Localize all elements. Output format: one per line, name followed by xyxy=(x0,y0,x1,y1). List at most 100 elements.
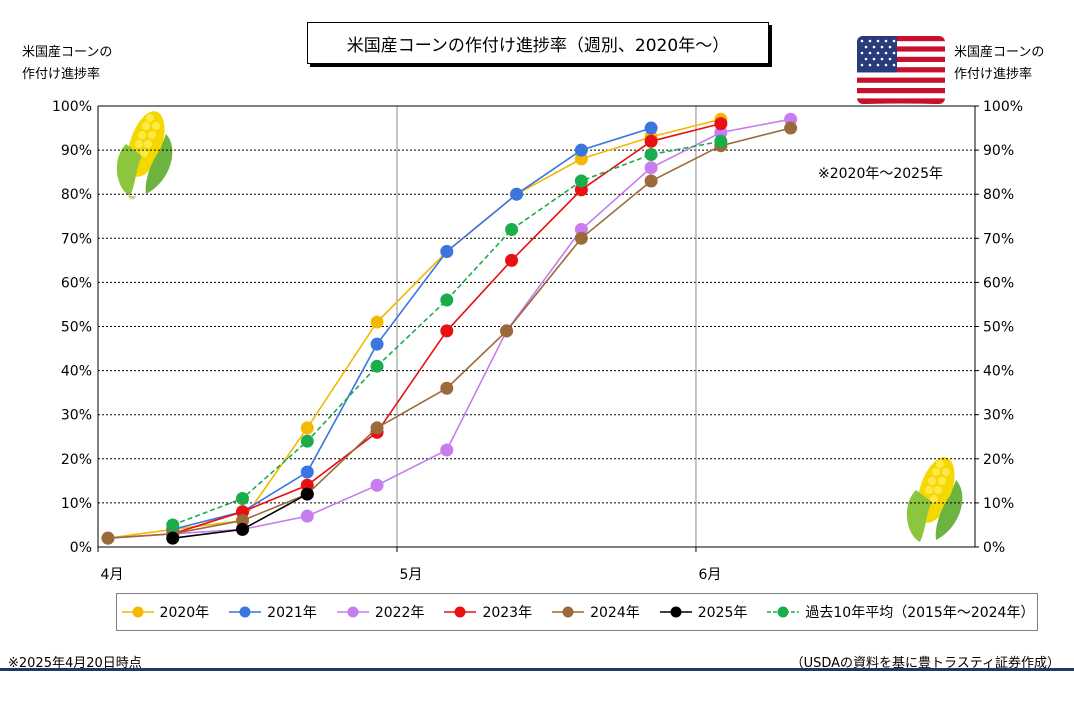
y-tick-label-right: 10% xyxy=(983,496,1014,512)
data-point xyxy=(166,518,180,532)
data-point xyxy=(644,174,658,188)
corn-planting-chart: 0% 0% 10% 10% 20% 20% 30% 30% 40% 40% 50% 50% 60% 60%… xyxy=(52,99,1023,583)
right-axis-title: 米国産コーンの 作付け進捗率 xyxy=(954,42,1044,86)
legend-label: 2022年 xyxy=(374,605,425,621)
series xyxy=(101,112,798,545)
data-point xyxy=(370,421,384,435)
legend-item: 2023年 xyxy=(442,602,532,622)
series-過去10年平均（2015年～2024年） xyxy=(166,134,728,532)
legend-label: 2023年 xyxy=(482,605,533,621)
y-tick-label-left: 90% xyxy=(61,143,92,159)
y-tick-label-left: 60% xyxy=(61,275,92,291)
legend-label: 2024年 xyxy=(590,605,640,621)
data-point xyxy=(714,117,728,131)
y-tick-label-left: 0% xyxy=(70,540,92,556)
y-tick-label-left: 70% xyxy=(61,231,92,247)
y-tick-label-right: 80% xyxy=(983,187,1014,203)
data-point xyxy=(166,531,180,545)
legend-swatch xyxy=(229,606,262,618)
legend-label: 過去10年平均（2015年～2024年） xyxy=(805,605,1035,621)
data-point xyxy=(370,359,384,373)
x-tick-label: 5月 xyxy=(400,567,423,583)
right-axis-title-line-1: 米国産コーンの xyxy=(954,45,1045,60)
corn-icon xyxy=(906,457,963,542)
gridlines xyxy=(98,105,975,547)
legend-item: 2020年 xyxy=(120,602,210,622)
legend-swatch xyxy=(444,606,477,618)
y-tick-label-left: 80% xyxy=(61,187,92,203)
y-tick-label-left: 10% xyxy=(61,496,92,512)
legend-swatch xyxy=(336,606,369,618)
y-tick-label-right: 50% xyxy=(983,320,1014,336)
y-tick-label-left: 20% xyxy=(61,452,92,468)
legend-swatch xyxy=(552,606,585,618)
us-flag-icon xyxy=(857,36,945,104)
data-point xyxy=(440,324,454,338)
data-point xyxy=(510,187,524,201)
data-point xyxy=(574,174,588,188)
y-tick-label-right: 90% xyxy=(983,143,1014,159)
y-tick-label-right: 70% xyxy=(983,231,1014,247)
legend-item: 過去10年平均（2015年～2024年） xyxy=(765,602,1034,622)
y-tick-label-right: 20% xyxy=(983,452,1014,468)
data-point xyxy=(300,465,314,479)
series-line xyxy=(172,127,652,531)
y-tick-label-left: 40% xyxy=(61,364,92,380)
series-2023年 xyxy=(166,117,728,541)
series-2025年 xyxy=(166,487,314,545)
series-line xyxy=(107,118,722,539)
data-point xyxy=(784,121,798,135)
data-point xyxy=(370,478,384,492)
y-tick-label-right: 40% xyxy=(983,364,1014,380)
footnote-as-of: ※2025年4月20日時点 xyxy=(8,656,142,671)
data-point xyxy=(440,443,454,457)
data-point xyxy=(574,231,588,245)
data-point xyxy=(300,434,314,448)
data-point xyxy=(370,337,384,351)
data-point xyxy=(505,222,519,236)
data-point xyxy=(300,509,314,523)
data-point xyxy=(101,531,115,545)
y-tick-label-left: 30% xyxy=(61,408,92,424)
data-point xyxy=(370,315,384,329)
bottom-rule xyxy=(0,668,1074,671)
data-point xyxy=(644,121,658,135)
data-point xyxy=(236,491,250,505)
legend-swatch xyxy=(767,606,800,618)
y-tick-label-left: 100% xyxy=(52,99,92,115)
series-2024年 xyxy=(101,121,798,545)
series-2020年 xyxy=(101,112,728,545)
axes: 0% 0% 10% 10% 20% 20% 30% 30% 40% 40% 50% 50% 60% 60%… xyxy=(52,99,1023,583)
data-point xyxy=(644,161,658,175)
data-point xyxy=(300,421,314,435)
legend-item: 2025年 xyxy=(658,602,748,622)
legend-label: 2021年 xyxy=(267,605,317,621)
data-point xyxy=(644,134,658,148)
data-point xyxy=(440,381,454,395)
data-point xyxy=(440,245,454,259)
y-tick-label-right: 60% xyxy=(983,275,1014,291)
data-point xyxy=(505,253,519,267)
legend-item: 2024年 xyxy=(550,602,640,622)
y-tick-label-left: 50% xyxy=(61,320,92,336)
data-point xyxy=(300,487,314,501)
corn-icon xyxy=(116,111,173,200)
chart-title: 米国産コーンの作付け進捗率（週別、2020年～） xyxy=(307,22,769,64)
left-axis-title: 米国産コーンの 作付け進捗率 xyxy=(22,42,112,86)
left-axis-title-line-1: 米国産コーンの xyxy=(22,45,113,60)
legend-swatch xyxy=(121,606,154,618)
legend-label: 2020年 xyxy=(159,605,210,621)
y-tick-label-right: 30% xyxy=(983,408,1014,424)
legend-label: 2025年 xyxy=(697,605,748,621)
chart-note: ※2020年～2025年 xyxy=(818,166,943,182)
data-point xyxy=(574,143,588,157)
legend-item: 2022年 xyxy=(335,602,425,622)
x-tick-label: 4月 xyxy=(101,567,124,583)
data-point xyxy=(644,148,658,162)
legend: 2020年 2021年 2022年 2023年 2024年 2025年 過去10年平均（20… xyxy=(116,593,1038,631)
data-point xyxy=(236,522,250,536)
x-tick-label: 6月 xyxy=(698,567,721,583)
left-axis-title-line-2: 作付け進捗率 xyxy=(22,67,101,82)
data-point xyxy=(714,134,728,148)
legend-item: 2021年 xyxy=(227,602,317,622)
